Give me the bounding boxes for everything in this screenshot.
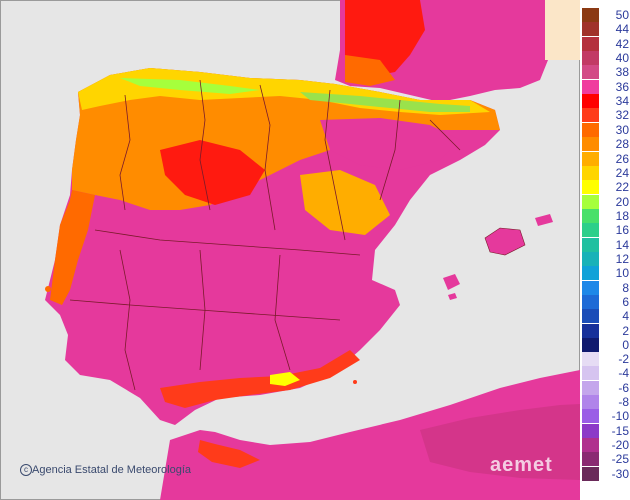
legend-positive-label: 12 [615, 251, 629, 266]
legend-positive-label: 38 [615, 65, 629, 80]
legend-positive-label: 16 [615, 223, 629, 238]
coastal-spot [45, 286, 51, 292]
cantabrian-green [120, 78, 260, 94]
legend-positive-label: 4 [622, 309, 629, 324]
credit-text: Agencia Estatal de Meteorología [32, 464, 191, 476]
legend-positive-label: 8 [622, 280, 629, 295]
legend-positive-label: 30 [615, 122, 629, 137]
aemet-logo: aemet [490, 454, 553, 476]
west-coast-orange [50, 190, 95, 305]
legend-negative-swatch [582, 466, 599, 481]
legend-negative-swatch [582, 395, 599, 410]
legend-positive-swatch [582, 65, 599, 80]
legend-negative-label: -2 [618, 352, 629, 366]
ebro-pink-zone [320, 118, 460, 170]
legend-positive-label: 18 [615, 208, 629, 223]
legend-positive-label: 36 [615, 79, 629, 94]
legend-negative-swatch [582, 352, 599, 366]
legend-positive-swatch [582, 237, 599, 252]
legend-positive-swatch [582, 208, 599, 223]
legend-negative-label: -8 [618, 395, 629, 410]
region-borders [69, 79, 461, 391]
legend-positive-swatch [582, 137, 599, 152]
legend-negative-label: -25 [611, 452, 629, 467]
legend-negative-swatch [582, 452, 599, 467]
copyright-icon: c [20, 464, 32, 476]
legend-negative-label: -30 [611, 466, 629, 481]
legend-negative-label: -6 [618, 380, 629, 395]
legend-negative-label: -10 [611, 409, 629, 424]
legend-positive-label: 28 [615, 137, 629, 152]
legend-positive-label: 40 [615, 51, 629, 66]
legend-positive-swatch [582, 280, 599, 295]
pyrenees-green [300, 92, 470, 112]
temperature-map [0, 0, 580, 500]
legend-positive-swatch [582, 51, 599, 66]
legend-positive-label: 24 [615, 165, 629, 180]
north-africa-coast-orange [198, 440, 260, 468]
legend-negative-swatch [582, 380, 599, 395]
legend-positive-swatch [582, 22, 599, 37]
legend-positive-label: 14 [615, 237, 629, 252]
coastal-spot [353, 380, 357, 384]
duero-red-zone [160, 140, 265, 205]
legend-positive-swatch [582, 338, 599, 353]
ibiza-land [443, 274, 460, 290]
legend-positive-swatch [582, 151, 599, 166]
legend-negative-swatch [582, 438, 599, 453]
legend-positive-label: 42 [615, 36, 629, 51]
south-coast-orange [160, 350, 360, 408]
legend-positive-swatch [582, 108, 599, 123]
legend-negative-label: -4 [618, 366, 629, 381]
legend-positive-swatch [582, 94, 599, 109]
legend-positive-swatch [582, 36, 599, 51]
iberian-range-orange [300, 170, 390, 235]
legend-negative-label: -15 [611, 423, 629, 438]
legend-positive-label: 22 [615, 180, 629, 195]
legend-positive-label: 32 [615, 108, 629, 123]
mallorca-land [484, 227, 526, 256]
france-warm-zone [345, 55, 395, 86]
legend-positive-label: 2 [622, 323, 629, 338]
legend-positive-swatch [582, 266, 599, 281]
legend-positive-label: 44 [615, 22, 629, 37]
legend-negative-swatch [582, 409, 599, 424]
legend-positive-label: 20 [615, 194, 629, 209]
menorca-land [535, 214, 553, 226]
legend-positive-swatch [582, 309, 599, 324]
legend-positive-swatch [582, 323, 599, 338]
legend-positive-label: 10 [615, 266, 629, 281]
legend-positive-label: 26 [615, 151, 629, 166]
formentera-land [448, 293, 457, 300]
temperature-legend: 50 44 42 40 38 36 34 32 30 28 26 24 22 20 18 16 14 12 10 8 6… [582, 8, 630, 488]
legend-positive-label: 0 [622, 338, 629, 353]
legend-positive-swatch [582, 194, 599, 209]
legend-positive-label: 34 [615, 94, 629, 109]
legend-negative-swatch [582, 366, 599, 381]
legend-negative-label: -20 [611, 438, 629, 453]
legend-positive-swatch [582, 122, 599, 137]
legend-positive-swatch [582, 295, 599, 309]
legend-positive-swatch [582, 8, 599, 22]
legend-positive-label: 6 [622, 295, 629, 309]
sierra-nevada-yellow [270, 372, 300, 386]
legend-positive-label: 50 [615, 8, 629, 22]
legend-positive-swatch [582, 251, 599, 266]
legend-negative-swatch [582, 423, 599, 438]
right-edge-land [545, 0, 580, 60]
legend-positive-swatch [582, 165, 599, 180]
legend-positive-swatch [582, 180, 599, 195]
north-africa-hot-zone [420, 404, 580, 480]
legend-positive-swatch [582, 223, 599, 238]
legend-positive-swatch [582, 79, 599, 94]
